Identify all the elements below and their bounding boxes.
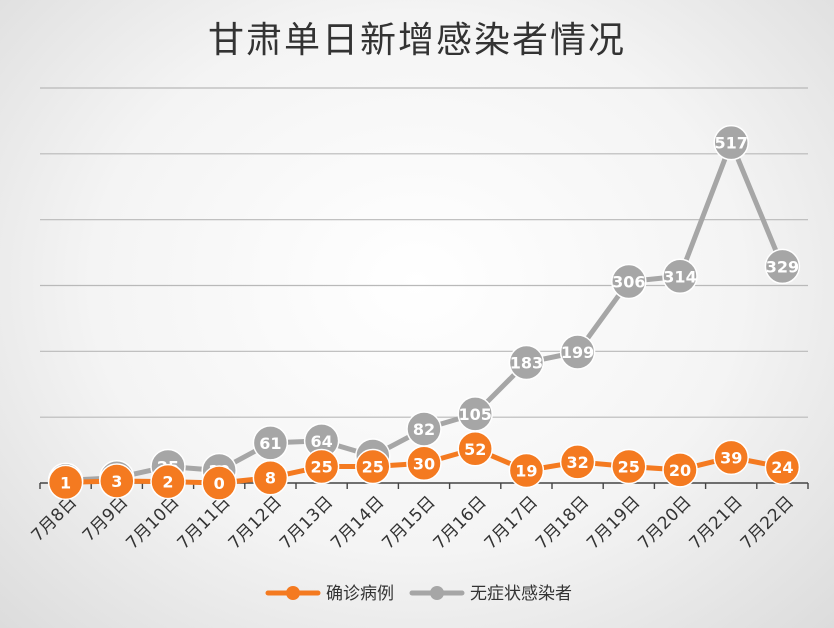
- data-label: 517: [714, 134, 747, 153]
- data-point: [764, 449, 801, 485]
- x-tick-label: 7月20日: [634, 492, 695, 553]
- data-label: 20: [669, 461, 691, 480]
- x-tick-label: 7月15日: [378, 492, 439, 553]
- x-tick-label: 7月22日: [737, 492, 798, 553]
- data-label: 52: [464, 440, 486, 459]
- data-point: [252, 425, 289, 461]
- data-point: [662, 452, 698, 488]
- data-label: 2: [162, 473, 173, 492]
- x-axis: 7月8日7月9日7月10日7月11日7月12日7月13日7月14日7月15日7月…: [28, 482, 809, 554]
- data-point: [611, 263, 647, 300]
- legend: 确诊病例 无症状感染者: [265, 584, 572, 604]
- data-label: 105: [458, 405, 491, 424]
- data-label: 82: [413, 420, 435, 439]
- data-label: 19: [515, 461, 537, 480]
- data-point: [457, 431, 493, 467]
- data-label: 64: [310, 432, 332, 451]
- data-label: 30: [413, 454, 435, 473]
- data-label: 39: [720, 448, 742, 467]
- data-point: [406, 445, 442, 481]
- data-point: [764, 248, 801, 285]
- data-point: [99, 463, 135, 499]
- x-tick-label: 7月13日: [276, 492, 337, 553]
- x-tick-label: 7月14日: [327, 492, 388, 553]
- data-point: [662, 258, 698, 295]
- x-tick-label: 7月10日: [122, 492, 183, 553]
- x-tick-label: 7月8日: [28, 492, 81, 545]
- data-points: 4825196164418210518319930631451732913208…: [47, 124, 801, 501]
- legend-marker-0: [286, 586, 300, 600]
- data-label: 329: [766, 257, 799, 276]
- x-tick-label: 7月18日: [532, 492, 593, 553]
- data-point: [47, 464, 84, 501]
- data-point: [150, 463, 186, 500]
- data-label: 314: [663, 267, 696, 286]
- data-label: 61: [259, 434, 281, 453]
- data-label: 24: [771, 458, 793, 477]
- x-tick-label: 7月11日: [174, 492, 235, 553]
- data-point: [713, 439, 749, 476]
- x-tick-label: 7月17日: [481, 492, 542, 553]
- data-point: [201, 465, 237, 501]
- legend-label-0: 确诊病例: [326, 584, 394, 604]
- data-point: [559, 444, 596, 480]
- data-point: [559, 334, 596, 370]
- data-label: 25: [310, 458, 332, 477]
- data-label: 8: [265, 469, 276, 488]
- data-label: 25: [618, 458, 640, 477]
- x-tick-label: 7月16日: [430, 492, 491, 553]
- x-tick-label: 7月21日: [686, 492, 747, 553]
- data-point: [252, 459, 289, 496]
- x-tick-label: 7月19日: [583, 492, 644, 553]
- data-label: 1: [60, 473, 71, 492]
- data-label: 25: [362, 458, 384, 477]
- data-point: [508, 344, 545, 381]
- data-point: [713, 124, 749, 161]
- gridlines: [40, 87, 808, 418]
- data-point: [457, 396, 493, 432]
- x-tick-label: 7月12日: [225, 492, 286, 553]
- data-point: [355, 448, 391, 485]
- legend-marker-1: [430, 586, 444, 600]
- data-label: 32: [566, 453, 588, 472]
- data-label: 306: [612, 273, 645, 292]
- data-point: [303, 448, 340, 485]
- data-label: 199: [561, 343, 594, 362]
- data-point: [508, 452, 545, 489]
- legend-label-1: 无症状感染者: [470, 584, 572, 604]
- data-point: [611, 448, 647, 485]
- data-label: 3: [111, 472, 122, 491]
- data-label: 183: [510, 354, 543, 373]
- data-label: 0: [214, 474, 225, 493]
- chart-title: 甘肃单日新增感染者情况: [208, 20, 626, 61]
